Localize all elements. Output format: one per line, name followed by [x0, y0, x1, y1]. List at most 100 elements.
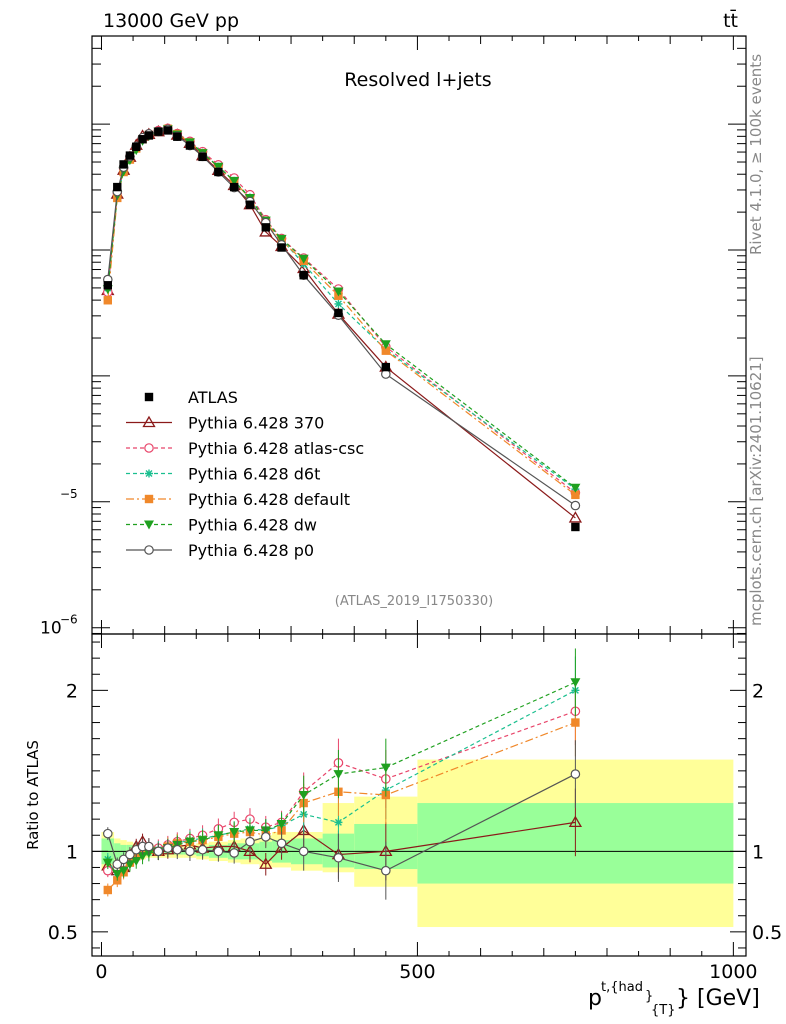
y-tick-label-base--6: 10: [40, 619, 62, 639]
series-5-ratio-point-15: [260, 832, 271, 842]
series-4-ratio-point-12: [213, 831, 224, 841]
atlas-point-0: [103, 281, 112, 290]
atlas-point-8: [163, 126, 173, 135]
series-4-main-point-19: [380, 340, 391, 350]
legend-marker-2: [145, 469, 153, 478]
legend-marker-1: [144, 443, 154, 453]
atlas-point-20: [571, 522, 580, 532]
legend-marker-4: [144, 520, 154, 530]
legend-label-4: Pythia 6.428 dw: [188, 516, 317, 535]
xlabel-p: p: [588, 986, 602, 1011]
legend-label-0: Pythia 6.428 370: [188, 414, 324, 433]
ratio-tick-label-1: 1: [66, 841, 78, 863]
series-4-main-point-13: [229, 176, 240, 186]
ratio-ylabel: Ratio to ATLAS: [24, 740, 42, 850]
series-5-ratio-point-19: [381, 865, 391, 876]
ratio-panel-frame: [91, 633, 747, 957]
y-tick-label-exp--5: −5: [60, 487, 78, 501]
series-5-ratio-point-18: [333, 852, 344, 863]
series-5-main-point-20: [570, 500, 581, 511]
analysis-watermark: (ATLAS_2019_I1750330): [335, 594, 493, 609]
series-5-ratio-point-14: [245, 836, 255, 847]
series-5-ratio-point-13: [229, 848, 239, 858]
x-tick-label-0: 0: [95, 961, 107, 983]
series-4-ratio-point-3: [124, 860, 135, 870]
series-0-main-line: [107, 129, 576, 519]
series-0-ratio-point-20: [568, 815, 583, 828]
atlas-point-5: [138, 135, 147, 144]
ratio-tick-label-2: 2: [66, 680, 78, 702]
atlas-point-11: [198, 152, 207, 162]
y-tick-label-exp--6: −6: [60, 613, 78, 627]
legend-label-atlas: ATLAS: [188, 388, 238, 407]
series-4-ratio-point-1: [112, 869, 123, 879]
header-right: tt̄: [723, 8, 738, 32]
legend-label-5: Pythia 6.428 p0: [188, 541, 314, 560]
series-3-main-point-0: [103, 296, 112, 305]
atlas-point-14: [245, 200, 255, 209]
legend-marker-atlas: [144, 392, 154, 402]
series-4-main-point-20: [570, 483, 581, 493]
series-3-main-point-20: [571, 490, 580, 500]
atlas-point-18: [334, 308, 343, 318]
main-series-layer: [101, 123, 583, 532]
series-4-ratio-point-2: [118, 866, 129, 876]
atlas-point-9: [173, 132, 182, 141]
series-4-ratio-point-4: [131, 857, 142, 867]
ratio-tick-label-right-1: 1: [752, 841, 764, 863]
series-5-ratio-point-7: [153, 846, 164, 857]
ratio-series-layer: [101, 648, 583, 900]
series-4-main-point-16: [276, 234, 287, 244]
xlabel-sub2: {T}: [651, 1003, 675, 1018]
series-2-main-point-18: [334, 299, 343, 308]
series-5-ratio-point-8: [163, 843, 173, 853]
series-4-ratio-point-5: [137, 852, 148, 862]
series-0-ratio-point-15: [259, 857, 273, 869]
series-3-ratio-point-20: [571, 718, 580, 727]
ratio-tick-label-0.5: 0.5: [48, 922, 78, 944]
series-5-ratio-point-20: [570, 769, 581, 779]
ratio-tick-label-right-2: 2: [752, 680, 764, 702]
legend-marker-0: [142, 415, 156, 428]
series-5-ratio-point-0: [102, 828, 113, 839]
atlas-point-6: [144, 131, 154, 140]
ratio-tick-label-right-0.5: 0.5: [752, 922, 782, 944]
series-5-ratio-point-16: [276, 838, 287, 849]
series-0-ratio-point-14: [243, 844, 257, 856]
series-5-ratio-point-6: [144, 841, 154, 852]
atlas-point-12: [214, 167, 223, 177]
series-4-ratio-point-20: [570, 678, 581, 688]
atlas-point-19: [381, 362, 391, 372]
series-4-ratio-point-16: [276, 819, 287, 829]
series-4-ratio-point-0: [102, 858, 113, 868]
series-5-ratio-point-1: [112, 859, 123, 870]
series-2-ratio-point-18: [334, 818, 343, 827]
x-tick-label-500: 500: [399, 961, 435, 983]
atlas-point-13: [229, 182, 239, 192]
xlabel-sub: }: [645, 989, 653, 1004]
atlas-point-15: [261, 223, 270, 232]
legend-label-3: Pythia 6.428 default: [188, 490, 350, 509]
series-4-main-point-18: [333, 287, 344, 297]
atlas-point-3: [125, 151, 135, 160]
legend-marker-5: [144, 545, 154, 555]
chart-title: Resolved l+jets: [344, 69, 491, 91]
series-4-ratio-point-19: [380, 763, 391, 773]
series-5-ratio-point-12: [213, 846, 224, 857]
side-label-rivet: Rivet 4.1.0, ≥ 100k events: [747, 54, 765, 255]
header-left: 13000 GeV pp: [103, 10, 239, 32]
atlas-point-17: [299, 271, 308, 280]
series-3-ratio-point-0: [103, 885, 112, 895]
series-5-ratio-point-11: [197, 844, 208, 855]
x-axis-label: p t,{had } {T} } [GeV]: [588, 980, 760, 1018]
legend-marker-3: [144, 494, 154, 504]
x-tick-label-1000: 1000: [709, 961, 757, 983]
xlabel-unit: } [GeV]: [676, 986, 760, 1011]
series-5-ratio-point-9: [172, 844, 183, 855]
series-4-main-line: [107, 128, 576, 489]
atlas-point-10: [185, 141, 195, 150]
series-5-ratio-point-2: [118, 854, 129, 865]
series-5-ratio-point-3: [125, 849, 135, 860]
atlas-point-1: [113, 182, 122, 192]
